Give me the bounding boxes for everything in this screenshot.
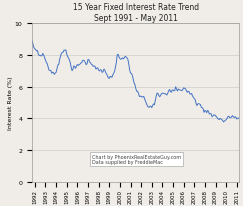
Y-axis label: Interest Rate (%): Interest Rate (%): [8, 76, 13, 130]
Text: Chart by PhoenixRealEstateGuy.com
Data supplied by FreddieMac: Chart by PhoenixRealEstateGuy.com Data s…: [92, 154, 182, 165]
Title: 15 Year Fixed Interest Rate Trend
Sept 1991 - May 2011: 15 Year Fixed Interest Rate Trend Sept 1…: [73, 4, 199, 23]
